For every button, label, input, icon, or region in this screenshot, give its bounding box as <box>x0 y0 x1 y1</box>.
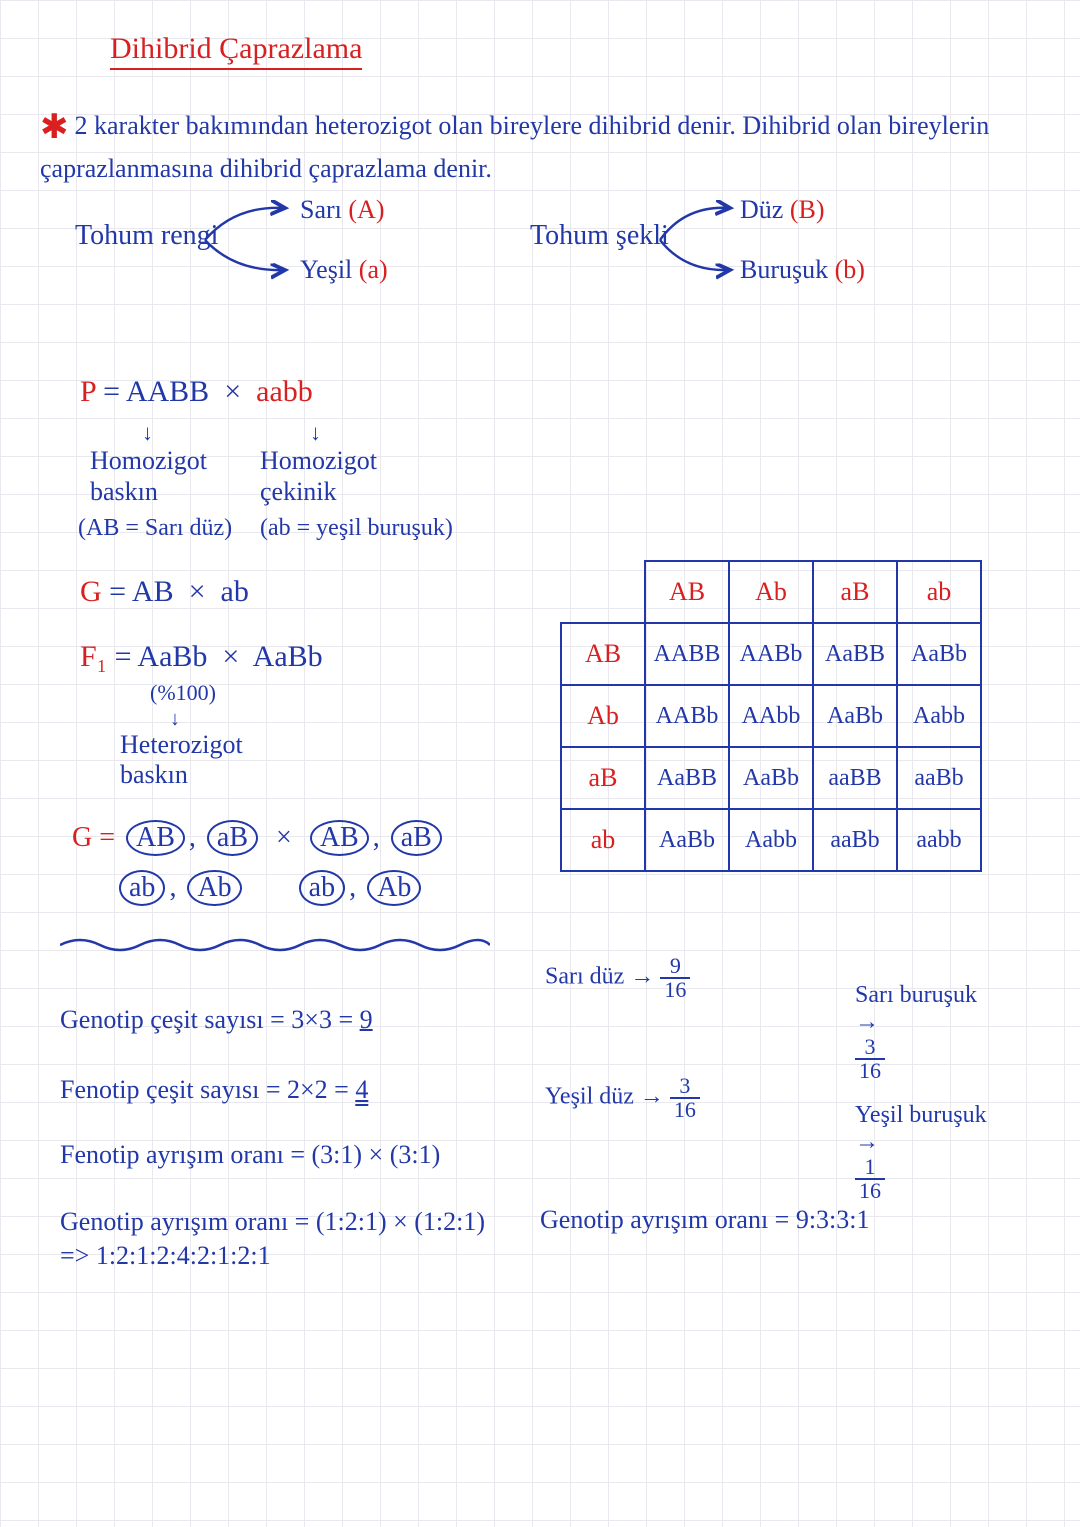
punnett-cell: AaBB <box>645 747 729 809</box>
punnett-cell: AAbb <box>729 685 813 747</box>
trait2-rec-allele: (b) <box>835 255 865 284</box>
gamete-item: aB <box>391 820 442 856</box>
ratio-numer: 3 <box>670 1075 700 1099</box>
punnett-cell: AABb <box>729 623 813 685</box>
punnett-col-header: AB <box>645 561 729 623</box>
ratio-denom: 16 <box>660 979 690 1001</box>
punnett-cell: aabb <box>897 809 981 871</box>
trait1-dom-name: Sarı <box>300 195 342 224</box>
trait2-label: Tohum şekli <box>530 220 669 252</box>
parent-equation: P = AABB × aabb <box>80 375 313 409</box>
punnett-cell: aaBb <box>813 809 897 871</box>
punnett-cell: AaBb <box>729 747 813 809</box>
punnett-cell: AaBb <box>645 809 729 871</box>
ratio-sari-duz: Sarı düz → 916 <box>545 955 690 1001</box>
gamete-item: Ab <box>367 870 421 906</box>
parent-right-pheno: (ab = yeşil buruşuk) <box>260 515 453 542</box>
punnett-cell: AABb <box>645 685 729 747</box>
trait2-arrow-icon <box>660 200 740 280</box>
trait1-rec-allele: (a) <box>359 255 388 284</box>
punnett-col-header: ab <box>897 561 981 623</box>
gamete-item: ab <box>299 870 345 906</box>
ratio-numer: 3 <box>855 1036 885 1060</box>
ratio-label: Yeşil buruşuk → <box>855 1102 987 1155</box>
ratio-sari-burusuk: Sarı buruşuk → 316 <box>855 955 977 1082</box>
punnett-row-header: ab <box>561 809 645 871</box>
f1-equation: F₁ = AaBb × AaBb <box>80 640 323 674</box>
trait2-dom-name: Düz <box>740 195 783 224</box>
f1-gametes-line2: ab, Ab ab, Ab <box>115 870 425 906</box>
punnett-row-header: aB <box>561 747 645 809</box>
punnett-cell: Aabb <box>729 809 813 871</box>
page-title: Dihibrid Çaprazlama <box>110 32 362 70</box>
genotype-ratio-result: Genotip ayrışım oranı = 9:3:3:1 <box>540 1205 870 1235</box>
trait2-dom-allele: (B) <box>790 195 825 224</box>
parent-left-pheno: (AB = Sarı düz) <box>78 515 232 542</box>
punnett-cell: AaBB <box>813 623 897 685</box>
punnett-cell: AaBb <box>813 685 897 747</box>
ratio-label: Yeşil düz → <box>545 1084 664 1110</box>
punnett-row-header: Ab <box>561 685 645 747</box>
punnett-cell: aaBb <box>897 747 981 809</box>
gametes-p: G = AB × ab <box>80 575 249 609</box>
parent-left-desc: Homozigot baskın <box>90 445 207 507</box>
punnett-cell: Aabb <box>897 685 981 747</box>
punnett-col-header: Ab <box>729 561 813 623</box>
punnett-cell: AABB <box>645 623 729 685</box>
f1-gametes-line1: G = AB, aB × AB, aB <box>72 820 446 856</box>
g2-prefix: G = <box>72 822 115 853</box>
punnett-cell: aaBB <box>813 747 897 809</box>
intro-text: ✱2 karakter bakımından heterozigot olan … <box>40 105 1040 186</box>
ratio-denom: 16 <box>855 1180 885 1202</box>
punnett-cell: AaBb <box>897 623 981 685</box>
trait1-rec-name: Yeşil <box>300 255 352 284</box>
ratio-label: Sarı buruşuk → <box>855 982 977 1035</box>
gamete-item: aB <box>207 820 258 856</box>
punnett-square: AB Ab aB ab AB AABB AABb AaBB AaBb Ab AA… <box>560 560 982 872</box>
ratio-yesil-burusuk: Yeşil buruşuk → 116 <box>855 1075 987 1202</box>
punnett-row-header: AB <box>561 623 645 685</box>
ratio-numer: 1 <box>855 1156 885 1180</box>
punnett-col-header: aB <box>813 561 897 623</box>
trait2-rec-name: Buruşuk <box>740 255 828 284</box>
parent-arrow1-icon: ↓ <box>142 420 153 446</box>
parent-right-desc: Homozigot çekinik <box>260 445 377 507</box>
gamete-item: Ab <box>187 870 241 906</box>
f1-arrow-icon: ↓ <box>170 708 180 731</box>
ratio-yesil-duz: Yeşil düz → 316 <box>545 1075 700 1121</box>
divider-squiggle-icon <box>60 935 490 955</box>
trait1-recessive: Yeşil (a) <box>300 255 388 285</box>
parent-arrow2-icon: ↓ <box>310 420 321 446</box>
genotype-count: Genotip çeşit sayısı = 3×3 = 9 <box>60 1005 373 1035</box>
intro-body: 2 karakter bakımından heterozigot olan b… <box>40 111 989 183</box>
asterisk-icon: ✱ <box>40 109 69 146</box>
gamete-item: AB <box>126 820 185 856</box>
ratio-denom: 16 <box>670 1099 700 1121</box>
trait2-recessive: Buruşuk (b) <box>740 255 865 285</box>
trait1-label: Tohum rengi <box>75 220 218 252</box>
trait2-dominant: Düz (B) <box>740 195 825 225</box>
trait1-dom-allele: (A) <box>348 195 384 224</box>
punnett-corner <box>561 561 645 623</box>
gamete-item: ab <box>119 870 165 906</box>
phenotype-ratio: Fenotip ayrışım oranı = (3:1) × (3:1) <box>60 1140 440 1170</box>
ratio-label: Sarı düz → <box>545 964 654 990</box>
trait1-dominant: Sarı (A) <box>300 195 384 225</box>
trait1-arrow-icon <box>205 200 295 280</box>
phenotype-count: Fenotip çeşit sayısı = 2×2 = 4 <box>60 1075 368 1105</box>
genotype-ratio: Genotip ayrışım oranı = (1:2:1) × (1:2:1… <box>60 1205 485 1273</box>
gamete-item: AB <box>310 820 369 856</box>
f1-desc: Heterozigot baskın <box>120 730 243 790</box>
ratio-numer: 9 <box>660 955 690 979</box>
f1-percent: (%100) <box>150 680 216 706</box>
